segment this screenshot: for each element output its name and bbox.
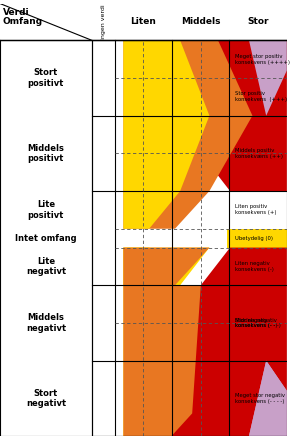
Text: Ingen verdi: Ingen verdi [101, 4, 106, 40]
Text: Lite
negativt: Lite negativt [26, 257, 66, 276]
Text: Meget stor negativ
konsekvens (- - - -): Meget stor negativ konsekvens (- - - -) [235, 393, 285, 404]
Text: Middels: Middels [181, 17, 220, 27]
Polygon shape [172, 40, 287, 191]
Text: Liten positiv
konsekvens (+): Liten positiv konsekvens (+) [235, 204, 277, 215]
Polygon shape [249, 361, 287, 436]
Polygon shape [172, 248, 287, 436]
Text: Ubetydelig (0): Ubetydelig (0) [235, 235, 273, 241]
Polygon shape [115, 229, 226, 248]
Polygon shape [123, 40, 252, 229]
Bar [92, 40, 115, 436]
Bar [92, 40, 287, 436]
Text: Liten: Liten [130, 17, 156, 27]
Text: Liten negativ
konsekvens (-): Liten negativ konsekvens (-) [235, 261, 274, 272]
Polygon shape [249, 40, 287, 116]
Text: Omfang: Omfang [3, 17, 43, 27]
Text: Stor negativ
konsekvens (- - -): Stor negativ konsekvens (- - -) [235, 317, 281, 328]
Text: Intet omfang: Intet omfang [15, 234, 77, 243]
Polygon shape [123, 248, 252, 436]
Text: Lite
positivt: Lite positivt [28, 200, 64, 220]
Text: Verdi: Verdi [3, 8, 29, 17]
Polygon shape [123, 40, 209, 229]
Text: Stor: Stor [248, 17, 269, 27]
Text: Meget stor positiv
konsekvens (++++): Meget stor positiv konsekvens (++++) [235, 54, 290, 65]
Polygon shape [249, 361, 287, 436]
Text: Middels negativ
konsekvens (- -): Middels negativ konsekvens (- -) [235, 317, 278, 328]
Polygon shape [249, 40, 287, 116]
Text: Stort
negativt: Stort negativt [26, 388, 66, 408]
Text: Stort
positivt: Stort positivt [28, 68, 64, 88]
Text: Middels
positivt: Middels positivt [28, 143, 64, 163]
Polygon shape [123, 248, 209, 436]
Polygon shape [123, 248, 209, 285]
Polygon shape [226, 229, 287, 248]
Text: Stor positiv
konsekvens  (+++): Stor positiv konsekvens (+++) [235, 92, 287, 102]
Text: Middels positiv
konsekvæns (++): Middels positiv konsekvæns (++) [235, 148, 283, 159]
Bar [0, 40, 92, 436]
Text: Middels
negativt: Middels negativt [26, 313, 66, 333]
